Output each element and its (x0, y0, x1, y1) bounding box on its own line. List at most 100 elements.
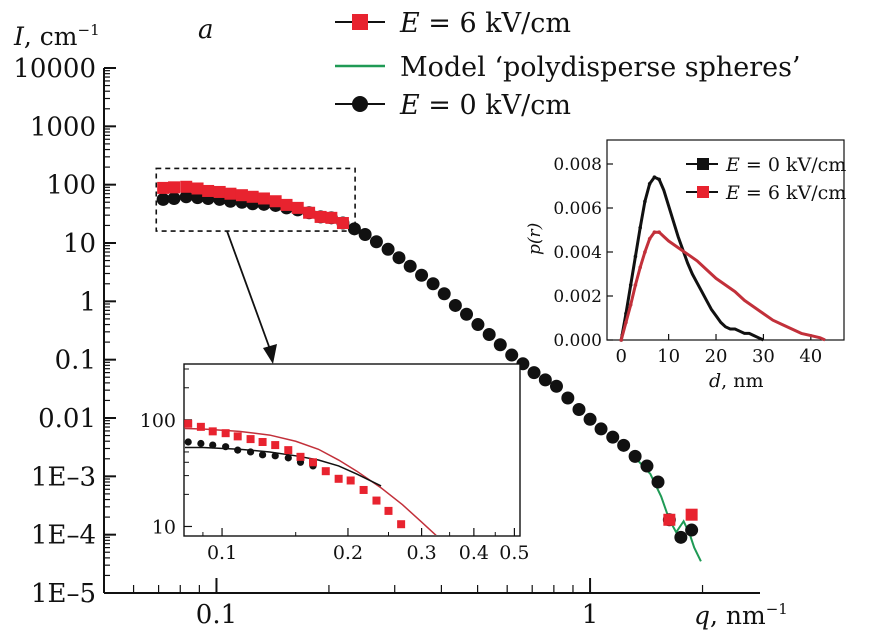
zoom-e6-point (233, 432, 242, 441)
e6-point (685, 508, 698, 521)
dist-point (657, 230, 661, 234)
dist-point (652, 175, 657, 179)
zoom-arrowhead (263, 344, 277, 364)
zoom-e6-point (284, 446, 293, 455)
main-y-tick-label: 100 (46, 171, 96, 201)
e0-point (685, 523, 699, 537)
e6-point (180, 180, 193, 193)
dist-point (619, 338, 624, 342)
zoom-inset-markers (184, 419, 406, 529)
zoom-e0-point (222, 443, 230, 451)
zoom-e6-point (372, 496, 381, 505)
main-y-tick-label: 10000 (13, 54, 96, 84)
legend-e0-marker (352, 96, 368, 112)
e0-point (549, 379, 563, 393)
dist-point (628, 283, 633, 287)
zoom-e6-point (309, 458, 318, 467)
e6-point (224, 187, 237, 200)
main-y-tick-label: 0.01 (38, 404, 96, 434)
e6-point (325, 211, 338, 224)
e0-point (628, 449, 642, 463)
main-x-tick-label: 1 (582, 600, 599, 630)
main-y-tick-label: 1E–4 (31, 521, 96, 551)
main-y-tick-label: 10 (63, 229, 96, 259)
zoom-arrow (226, 230, 272, 353)
e6-point (246, 190, 259, 203)
e0-point (674, 530, 688, 544)
zoom-x-tick-label: 0.3 (407, 542, 437, 564)
zoom-y-tick-label: 100 (140, 410, 176, 432)
e6-point (191, 182, 204, 195)
dist-point (633, 283, 638, 287)
e0-point (572, 402, 586, 416)
main-y-tick-label: 1000 (30, 112, 96, 142)
zoom-e6-point (296, 452, 305, 461)
dist-legend-e6-marker (697, 186, 709, 198)
e6-point (257, 192, 270, 205)
zoom-e6-point (196, 422, 205, 431)
e0-point (403, 259, 417, 273)
zoom-e6-point (258, 437, 267, 446)
dist-point (652, 230, 657, 234)
e0-point (583, 412, 597, 426)
dist-x-tick-label: 20 (705, 346, 728, 367)
e0-point (358, 227, 372, 241)
e6-point (663, 513, 676, 526)
e6-point (291, 201, 304, 214)
e0-point (415, 268, 429, 282)
e0-point (640, 459, 654, 473)
zoom-e6-point (321, 467, 330, 476)
dist-point (647, 237, 652, 241)
zoom-e6-point (359, 485, 368, 494)
dist-legend-e6-label: E = 6 kV/cm (725, 182, 846, 204)
main-x-tick-label: 0.1 (196, 600, 237, 630)
e0-point (594, 422, 608, 436)
e0-point (471, 318, 485, 332)
main-y-tick-label: 1 (79, 287, 96, 317)
e0-point (606, 430, 620, 444)
e0-point (437, 287, 451, 301)
zoom-e0-point (209, 441, 217, 449)
dist-point (638, 265, 642, 270)
e0-point (369, 235, 383, 249)
dist-point (647, 182, 652, 186)
e0-point (538, 373, 552, 387)
zoom-inset-fit-lines (185, 427, 437, 535)
e0-point (179, 190, 193, 204)
x-axis-label: q, nm−1 (694, 600, 788, 630)
main-y-ticks: 10000 1000 100 10 1 0.1 0.01 1E–3 1E–4 1E–5 (13, 54, 116, 609)
zoom-e0-point (246, 448, 255, 456)
distribution-ticks: 0 10 20 30 40 0.008 0.006 0.004 0.002 0.000 (553, 155, 822, 367)
y-axis-label: I, cm−1 (13, 21, 100, 51)
main-x-ticks: 0.1 1 (103, 578, 704, 630)
zoom-inset: 0.1 0.2 0.3 0.4 0.5 100 10 (140, 363, 530, 564)
zoom-e6-point (208, 427, 217, 436)
zoom-x-tick-label: 0.5 (499, 542, 529, 564)
legend-e6-label: E = 6 kV/cm (399, 8, 571, 39)
zoom-fit-line-e0 (185, 446, 382, 487)
zoom-e0-point (258, 451, 267, 459)
e6-point (280, 198, 293, 211)
dist-x-tick-label: 40 (799, 346, 822, 367)
zoom-e0-point (284, 454, 292, 462)
zoom-x-tick-label: 0.4 (459, 542, 489, 564)
zoom-e6-point (397, 520, 406, 529)
zoom-x-tick-label: 0.1 (207, 542, 237, 564)
dist-x-tick-label: 0 (615, 346, 626, 367)
dist-x-tick-label: 10 (657, 346, 680, 367)
zoom-e6-point (334, 474, 343, 483)
dist-y-tick-label: 0.006 (553, 199, 602, 219)
legend-e0-label: E = 0 kV/cm (399, 90, 571, 121)
zoom-e0-point (197, 439, 205, 448)
e6-point (213, 185, 226, 198)
zoom-fit-line-e6 (185, 427, 437, 535)
e0-point (156, 192, 170, 206)
zoom-e6-point (221, 429, 230, 438)
zoom-x-tick-label: 0.2 (333, 542, 363, 564)
e6-point (336, 217, 349, 230)
dist-y-tick-label: 0.002 (553, 287, 602, 307)
dist-point (643, 199, 647, 204)
dist-legend-e0-marker (697, 158, 709, 170)
distribution-series (619, 175, 826, 342)
